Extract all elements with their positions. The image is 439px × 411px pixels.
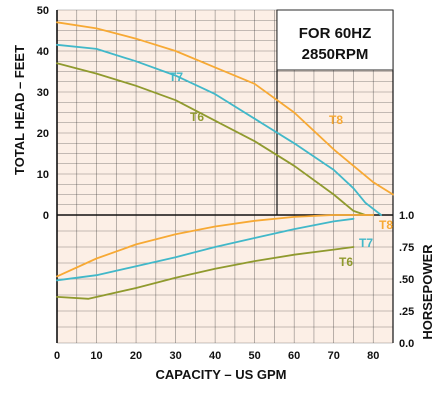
hp-tick-label: 0.0 bbox=[399, 338, 414, 350]
head-series-label-t7: T7 bbox=[169, 70, 183, 84]
x-tick-label: 50 bbox=[249, 350, 261, 362]
x-tick-label: 0 bbox=[54, 350, 60, 362]
x-tick-label: 30 bbox=[169, 350, 181, 362]
head-curve-t8 bbox=[56, 21, 394, 196]
hp-series-label-t6: T6 bbox=[339, 255, 353, 269]
hp-tick-label: 1.0 bbox=[399, 210, 414, 222]
head-curve-t6 bbox=[56, 62, 367, 216]
hp-series-label-t8: T8 bbox=[379, 218, 393, 232]
head-series-label-t8: T8 bbox=[329, 113, 343, 127]
hp-series-label-t7: T7 bbox=[359, 236, 373, 250]
hp-curve-t7 bbox=[56, 217, 355, 282]
head-series-label-t6: T6 bbox=[190, 110, 204, 124]
hp-axis-title: HORSEPOWER bbox=[420, 244, 435, 340]
hp-curve-t8 bbox=[56, 214, 375, 278]
head-tick-label: 20 bbox=[37, 128, 49, 140]
hp-tick-label: .75 bbox=[399, 242, 414, 254]
x-tick-label: 20 bbox=[130, 350, 142, 362]
head-tick-label: 30 bbox=[37, 87, 49, 99]
grid bbox=[56, 9, 394, 344]
annotation-box bbox=[276, 9, 394, 71]
head-tick-label: 40 bbox=[37, 46, 49, 58]
x-tick-label: 10 bbox=[90, 350, 102, 362]
curves bbox=[56, 21, 394, 300]
x-axis-title: CAPACITY – US GPM bbox=[156, 367, 287, 382]
head-curve-t7 bbox=[56, 43, 383, 216]
hp-tick-label: .50 bbox=[399, 274, 414, 286]
annotation-line-1: FOR 60HZ bbox=[299, 25, 372, 42]
tick-labels: 0 10 20 30 40 50 0.0 .25 .50 .75 1.0 0 10 20 30 40 50 60 7… bbox=[37, 5, 415, 362]
hp-tick-label: .25 bbox=[399, 306, 414, 318]
x-tick-label: 40 bbox=[209, 350, 221, 362]
head-tick-label: 10 bbox=[37, 169, 49, 181]
x-tick-label: 70 bbox=[328, 350, 340, 362]
annotation-line-2: 2850RPM bbox=[302, 46, 369, 63]
x-tick-label: 80 bbox=[367, 350, 379, 362]
head-axis-title: TOTAL HEAD – FEET bbox=[12, 45, 27, 175]
head-tick-label: 0 bbox=[43, 210, 49, 222]
hp-curve-t6 bbox=[56, 246, 355, 300]
x-tick-label: 60 bbox=[288, 350, 300, 362]
head-tick-label: 50 bbox=[37, 5, 49, 17]
